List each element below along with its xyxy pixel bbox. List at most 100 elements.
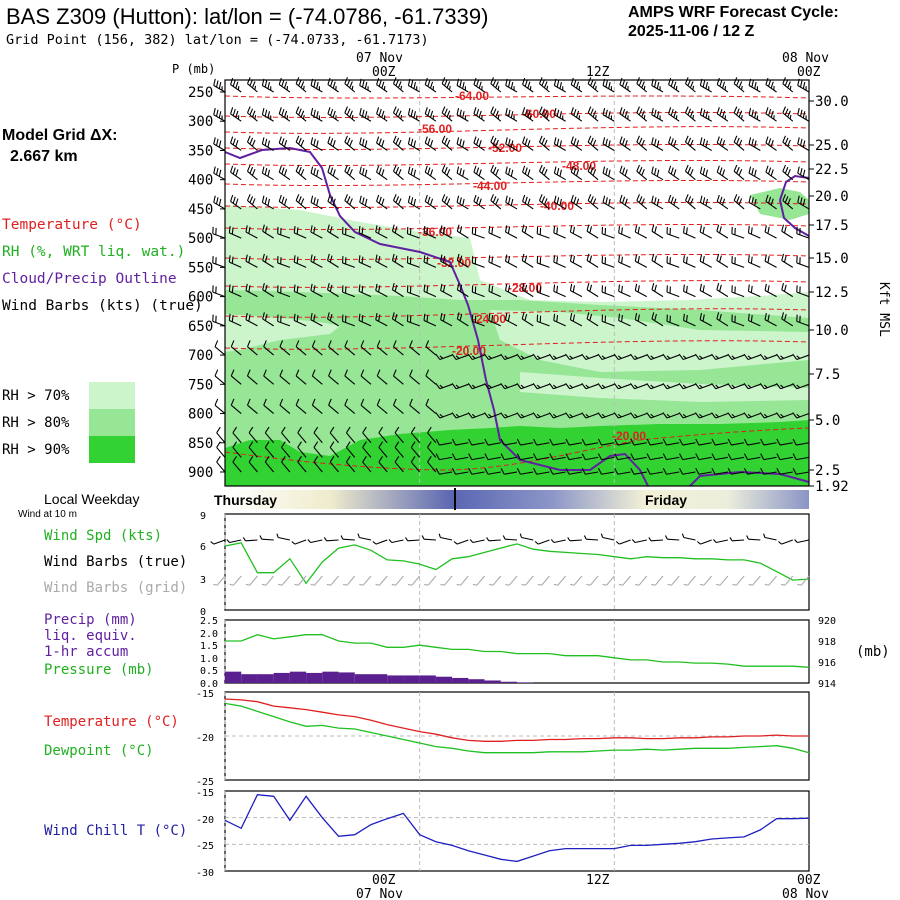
wind-barb-staff: [455, 354, 469, 361]
height-tick-label: 7.5: [815, 367, 840, 383]
wind-barb-staff: [520, 442, 534, 446]
wind-barb-flag: [601, 355, 606, 359]
wind-barb-flag: [504, 254, 508, 262]
wind-barb-flag: [409, 398, 413, 406]
wind-barb-staff: [457, 230, 469, 239]
wind-barb-flag: [783, 313, 787, 321]
wind-barb-staff: [666, 413, 680, 419]
wind-barb-staff: [651, 85, 664, 93]
wind-barb-flag: [781, 253, 785, 261]
wind-barb-flag: [488, 413, 492, 418]
wind-barb-flag: [743, 438, 749, 446]
surface-barb-true-flag: [372, 541, 377, 545]
wind-barb: [410, 426, 421, 444]
wind-barb: [666, 285, 680, 298]
wind-barb-flag: [670, 196, 674, 204]
wind-barb: [743, 353, 761, 361]
wind-barb-flag: [264, 441, 270, 448]
wind-barb-staff: [297, 432, 307, 444]
wind-barb: [490, 194, 502, 210]
surface-barb-grid-flag: [716, 583, 721, 586]
wind-barb-flag: [685, 256, 688, 264]
wind-barb-staff: [651, 230, 664, 239]
wind-barb: [765, 194, 777, 210]
wind-barb-flag: [719, 226, 722, 234]
wind-barb-flag: [699, 166, 703, 174]
wind-barb: [614, 453, 631, 461]
wind-barb-flag: [792, 412, 798, 419]
wind-barb-flag: [656, 111, 660, 119]
surface-barb-true-flag: [453, 541, 458, 545]
wind-barb-flag: [750, 315, 753, 322]
wind-barb: [456, 224, 469, 239]
wind-barb-staff: [716, 171, 729, 181]
wind-barb-flag: [538, 106, 543, 114]
wind-barb: [760, 453, 777, 461]
wind-barb: [747, 313, 761, 327]
wind-barb: [586, 283, 599, 298]
wind-barb: [313, 441, 323, 458]
wind-barb: [295, 398, 307, 414]
wind-barb-flag: [267, 81, 271, 89]
wind-barb-flag: [313, 138, 316, 146]
wind-barb-flag: [228, 284, 231, 292]
wind-barb-staff: [295, 375, 307, 385]
wind-barb-flag: [597, 353, 603, 360]
wind-barb: [246, 106, 258, 122]
height-tick-label: 10.0: [815, 323, 849, 339]
wind-barb-staff: [310, 290, 323, 298]
wind-barb-staff: [683, 354, 696, 361]
pressure-y-tick: 916: [818, 658, 836, 669]
wind-barb: [694, 382, 712, 390]
wind-barb-flag: [524, 167, 528, 175]
wind-barb-flag: [797, 195, 800, 203]
wind-barb: [776, 412, 793, 419]
wind-barb-flag: [630, 467, 635, 475]
wind-barb-flag: [478, 198, 482, 206]
surface-barb-true: [600, 533, 615, 541]
wind-barb-flag: [797, 137, 800, 145]
wind-barb: [228, 284, 242, 298]
wind-barb: [246, 398, 258, 414]
wind-barb-staff: [245, 319, 258, 327]
wind-barb: [630, 382, 647, 390]
wind-barb-flag: [427, 79, 431, 87]
wind-barb: [212, 314, 226, 327]
wind-barb: [553, 137, 566, 151]
pressure-y-tick: 914: [818, 679, 836, 690]
wind-barb: [279, 340, 291, 356]
wind-barb: [532, 382, 550, 390]
wind-barb: [548, 382, 566, 390]
wind-barb-flag: [351, 85, 354, 90]
wind-barb: [246, 194, 258, 210]
wind-barb-flag: [799, 109, 803, 117]
wind-barb-flag: [283, 169, 288, 177]
wind-barb-staff: [346, 461, 356, 473]
wind-barb-flag: [264, 284, 268, 292]
wind-barb-flag: [516, 438, 521, 446]
wind-barb-staff: [327, 171, 339, 181]
surface-barb-true-flag: [696, 541, 701, 545]
wind-barb-staff: [601, 291, 615, 298]
wind-barb-staff: [247, 346, 258, 356]
wind-barb-staff: [764, 354, 777, 361]
surface-barb-grid: [456, 575, 469, 586]
wind-barb: [522, 165, 534, 181]
wind-barb: [532, 353, 550, 361]
wind-barb: [327, 77, 339, 93]
wind-barb: [776, 467, 793, 475]
surface-barb-grid-staff: [427, 575, 437, 586]
wind-barb-flag: [283, 81, 288, 89]
wind-barb-staff: [796, 320, 810, 327]
wind-barb-flag: [397, 139, 402, 147]
wind-barb-staff: [360, 404, 372, 414]
wind-barb-flag: [705, 169, 709, 177]
wind-barb-flag: [504, 283, 508, 291]
wind-barb: [504, 312, 518, 327]
wind-barb: [277, 314, 291, 327]
dewpoint-line: [224, 702, 810, 754]
wind-barb-flag: [754, 111, 757, 119]
wind-barb: [548, 353, 566, 361]
wind-barb-flag: [650, 384, 655, 389]
wind-barb-staff: [328, 375, 339, 385]
